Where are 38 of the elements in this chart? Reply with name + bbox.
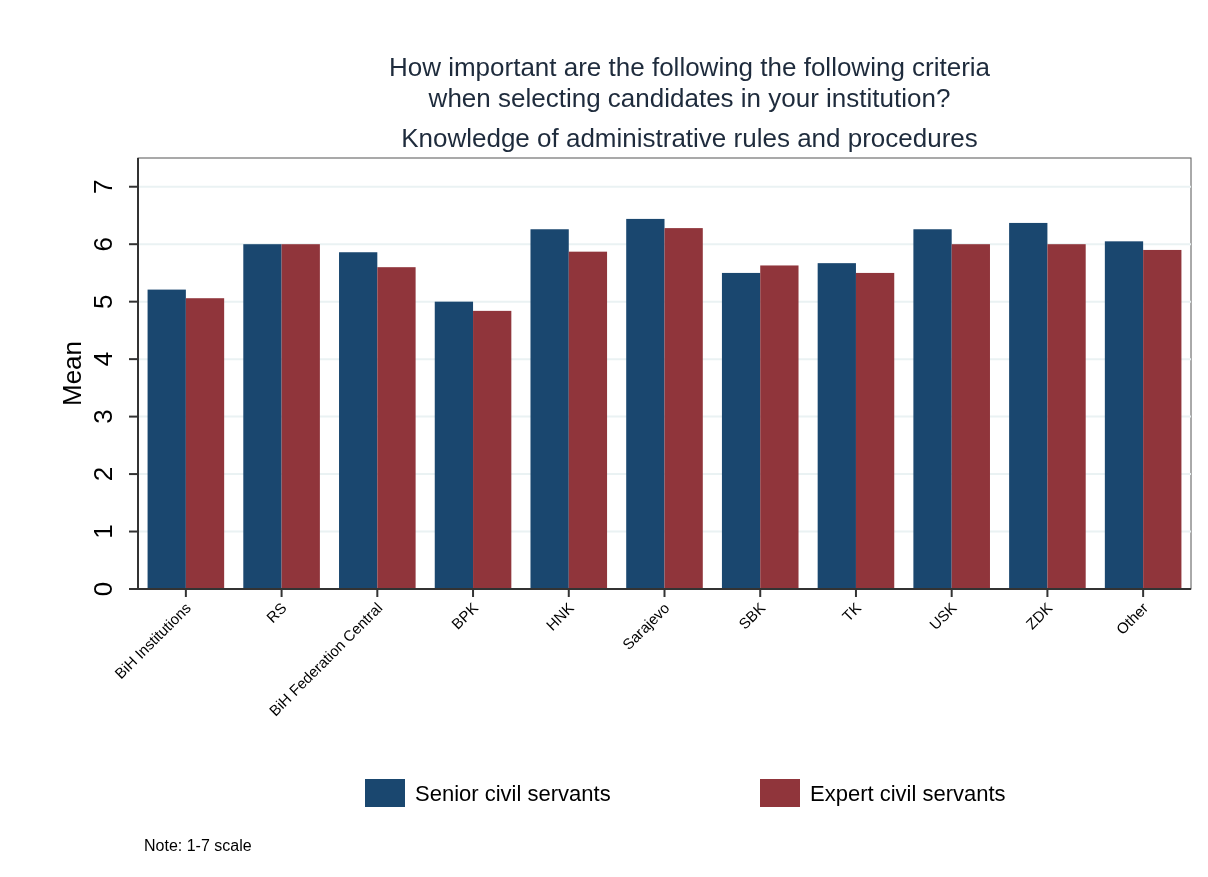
bar	[339, 252, 378, 589]
bar	[243, 244, 282, 589]
bar	[281, 244, 320, 589]
bar	[1104, 241, 1144, 589]
bar	[951, 244, 990, 589]
bar	[530, 229, 569, 589]
y-tick-label: 2	[88, 466, 118, 482]
x-tick-label: RS	[262, 599, 290, 626]
y-tick-label: 6	[88, 236, 118, 252]
y-tick-label: 7	[88, 179, 118, 194]
bar	[147, 289, 186, 589]
x-tick-label: TK	[838, 599, 865, 625]
legend-label: Expert civil servants	[810, 780, 1006, 806]
bar	[377, 267, 416, 589]
bar	[760, 265, 799, 589]
y-axis-title: Mean	[57, 340, 87, 407]
bar	[185, 298, 225, 589]
bar	[664, 228, 703, 589]
y-tick-label: 0	[88, 581, 118, 597]
y-tick-label: 4	[88, 351, 118, 367]
text: Note: 1-7 scale	[144, 837, 252, 854]
y-tick-label: 5	[88, 294, 118, 309]
bar	[913, 229, 952, 589]
bar	[1009, 222, 1048, 589]
y-tick-label: 1	[88, 524, 118, 539]
bar	[1143, 249, 1182, 589]
bar	[434, 301, 474, 589]
legend-label: Senior civil servants	[415, 780, 611, 806]
bar	[817, 263, 856, 589]
bar	[568, 251, 608, 589]
chart-title: How important are the following the following criteria when selecting candidates in your institution?	[388, 52, 991, 113]
bar	[721, 272, 761, 589]
bar	[473, 310, 512, 589]
chart-subtitle: Knowledge of administrative rules and procedures	[401, 123, 978, 153]
bar	[1047, 244, 1086, 589]
bar	[626, 218, 665, 589]
bar	[855, 272, 895, 589]
y-tick-label: 3	[88, 409, 118, 424]
